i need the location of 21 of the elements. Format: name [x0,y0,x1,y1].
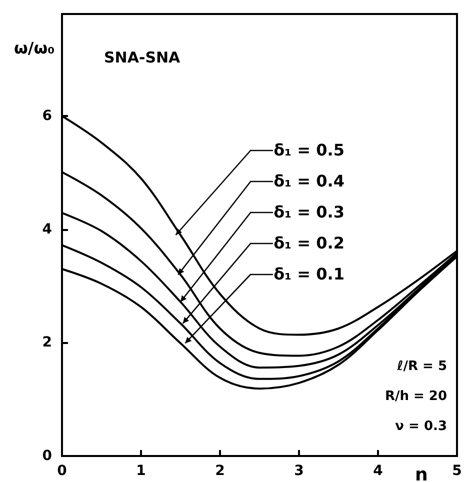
legend-label: δ₁ = 0.1 [274,264,344,284]
x-tick-label: 1 [136,463,146,479]
x-tick-label: 2 [215,463,225,479]
y-tick-label: 2 [42,334,52,351]
legend-label: δ₁ = 0.4 [274,172,344,190]
legend-label: δ₁ = 0.2 [274,234,344,252]
y-tick-label: 4 [42,221,52,238]
annotation: ν = 0.3 [395,419,447,434]
x-tick-label: 0 [57,463,68,479]
y-axis-title: ω/ω₀ [14,38,55,58]
annotation: SNA-SNA [104,48,181,66]
x-axis-title: n [415,464,428,482]
x-tick-label: 3 [294,463,304,479]
annotation: R/h = 20 [384,389,447,404]
legend-label: δ₁ = 0.3 [274,202,344,222]
x-tick-label: 4 [373,463,384,479]
y-tick-label: 0 [42,448,52,464]
x-tick-label: 5 [452,463,462,479]
y-tick-label: 6 [42,108,52,124]
annotation: ℓ/R = 5 [396,359,447,374]
legend-label: δ₁ = 0.5 [274,140,344,160]
